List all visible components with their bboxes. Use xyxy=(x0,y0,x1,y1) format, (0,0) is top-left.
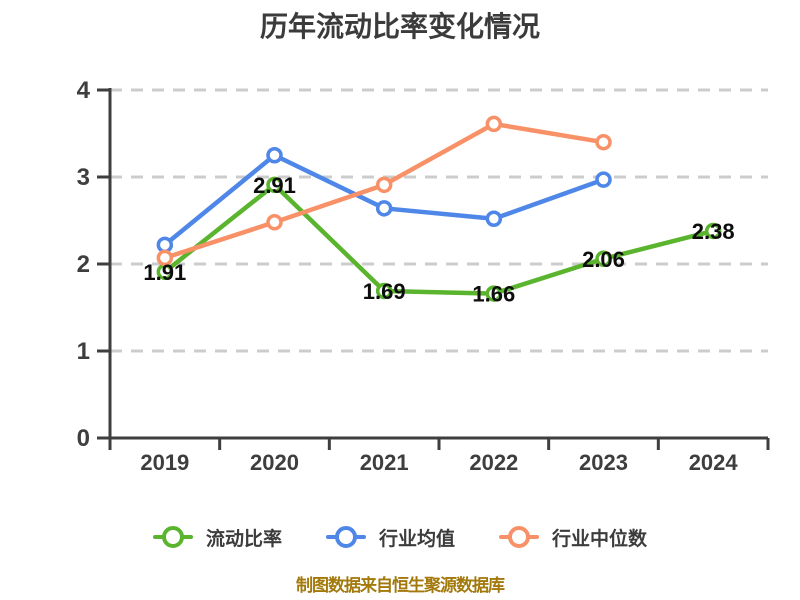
chart-legend: 流动比率 行业均值 行业中位数 xyxy=(0,518,800,556)
x-tick-label: 2020 xyxy=(250,450,299,475)
data-point-0 xyxy=(704,222,722,240)
y-tick-label: 0 xyxy=(77,425,90,452)
legend-marker-icon xyxy=(499,525,539,549)
data-point-1 xyxy=(595,171,612,188)
data-point-1 xyxy=(485,210,503,228)
data-label: 2.06 xyxy=(582,247,625,272)
y-tick-label: 1 xyxy=(77,338,90,365)
legend-marker-icon xyxy=(325,525,366,549)
data-label: 2.38 xyxy=(692,219,735,244)
legend-label: 行业均值 xyxy=(378,528,455,550)
data-label: 1.91 xyxy=(143,260,186,285)
x-tick-label: 2019 xyxy=(140,450,189,475)
series-line-1 xyxy=(162,153,606,248)
x-tick-label: 2024 xyxy=(689,450,739,475)
data-source-note: 制图数据来自恒生聚源数据库 xyxy=(296,576,505,595)
y-tick-label: 3 xyxy=(77,164,90,191)
data-label: 1.69 xyxy=(363,279,406,304)
data-label: 1.66 xyxy=(472,282,515,307)
data-point-2 xyxy=(266,213,283,231)
data-point-2 xyxy=(485,115,503,133)
legend-marker-icon xyxy=(152,525,193,549)
data-point-2 xyxy=(375,176,393,194)
series-line-0 xyxy=(162,182,716,296)
data-point-1 xyxy=(266,147,283,164)
data-point-0 xyxy=(595,250,612,268)
data-point-1 xyxy=(375,200,393,217)
data-point-0 xyxy=(375,282,393,300)
x-tick-label: 2023 xyxy=(579,450,628,475)
data-point-1 xyxy=(156,236,174,254)
data-point-2 xyxy=(156,249,174,267)
legend-item-0[interactable]: 流动比率 xyxy=(152,524,282,551)
legend-label: 行业中位数 xyxy=(552,528,648,550)
x-tick-label: 2021 xyxy=(360,450,409,475)
chart-title: 历年流动比率变化情况 xyxy=(259,11,540,42)
legend-item-2[interactable]: 行业中位数 xyxy=(499,524,647,551)
y-tick-label: 4 xyxy=(77,77,91,104)
data-point-2 xyxy=(595,133,612,151)
y-tick-label: 2 xyxy=(77,251,90,278)
x-tick-label: 2022 xyxy=(469,450,518,475)
legend-label: 流动比率 xyxy=(205,528,282,550)
data-point-0 xyxy=(485,285,503,302)
data-label: 2.91 xyxy=(253,173,296,198)
data-point-0 xyxy=(266,176,283,194)
legend-item-1[interactable]: 行业均值 xyxy=(325,524,455,551)
